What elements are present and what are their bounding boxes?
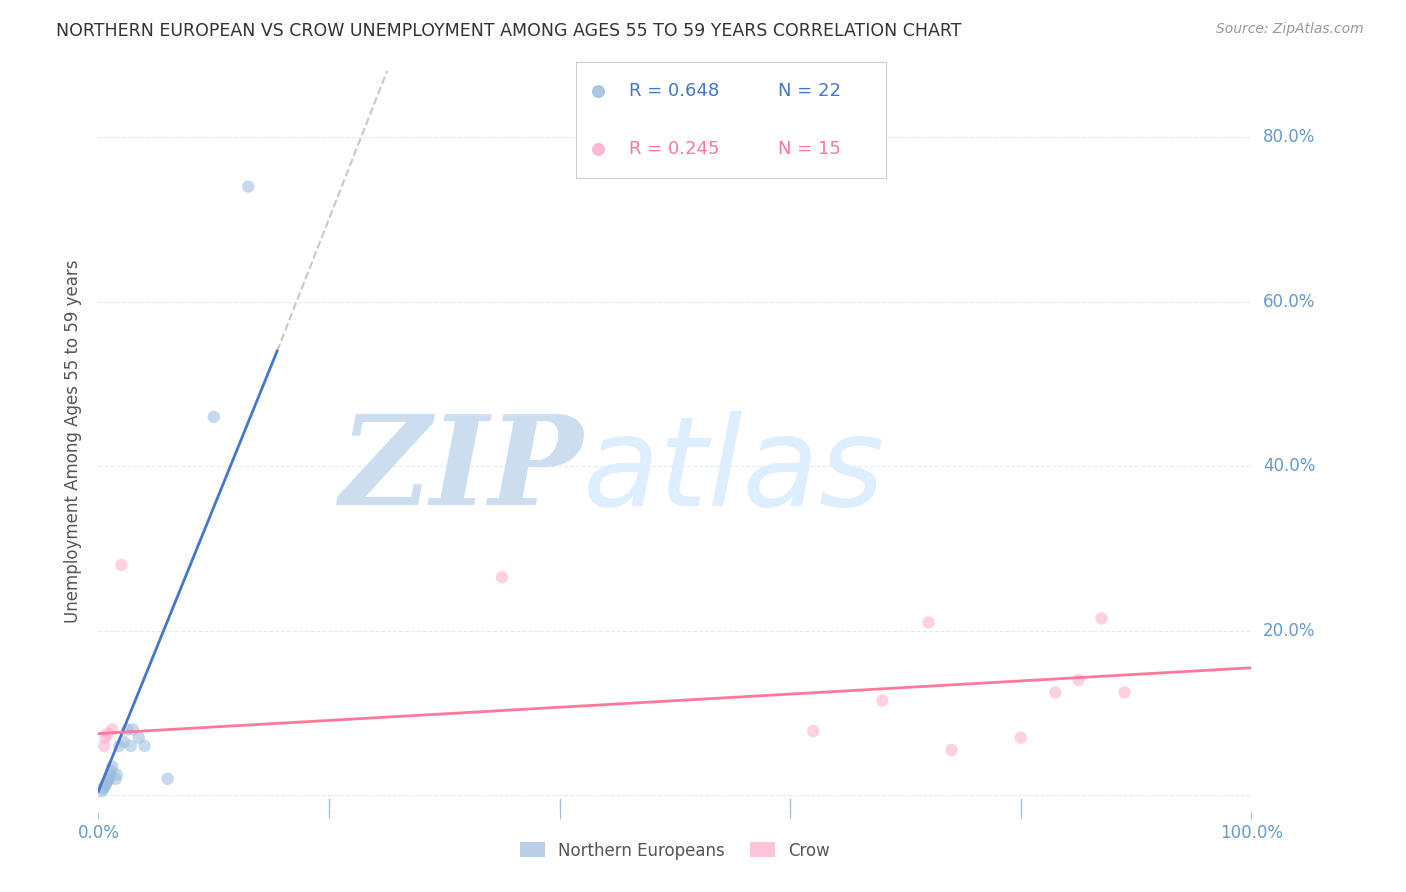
Point: [1045, 685, 1067, 699]
Text: Source: ZipAtlas.com: Source: ZipAtlas.com: [1216, 22, 1364, 37]
Point: [156, 772, 179, 786]
Point: [128, 731, 150, 745]
Point: [104, 772, 127, 786]
Point: [97, 772, 120, 786]
Point: [491, 570, 513, 584]
Point: [108, 739, 131, 753]
Point: [97, 773, 120, 788]
Point: [91, 781, 114, 796]
Point: [94, 778, 117, 792]
Text: 80.0%: 80.0%: [1263, 128, 1315, 146]
Point: [801, 724, 824, 739]
Text: ZIP: ZIP: [339, 410, 582, 532]
Point: [1010, 731, 1032, 745]
Text: 20.0%: 20.0%: [1263, 622, 1316, 640]
Point: [1090, 611, 1112, 625]
Text: 60.0%: 60.0%: [1263, 293, 1315, 310]
Point: [872, 694, 894, 708]
Point: [117, 723, 138, 737]
Point: [110, 558, 132, 572]
Point: [112, 735, 135, 749]
Point: [96, 776, 118, 790]
Text: R = 0.245: R = 0.245: [628, 140, 720, 159]
Text: N = 15: N = 15: [778, 140, 841, 159]
Point: [93, 739, 115, 753]
Point: [941, 743, 963, 757]
Point: [97, 726, 120, 740]
Legend: Northern Europeans, Crow: Northern Europeans, Crow: [513, 835, 837, 866]
Text: N = 22: N = 22: [778, 82, 841, 101]
Point: [917, 615, 939, 630]
Text: NORTHERN EUROPEAN VS CROW UNEMPLOYMENT AMONG AGES 55 TO 59 YEARS CORRELATION CHA: NORTHERN EUROPEAN VS CROW UNEMPLOYMENT A…: [56, 22, 962, 40]
Point: [101, 723, 124, 737]
Point: [94, 731, 117, 745]
Point: [120, 739, 142, 753]
Point: [202, 409, 225, 424]
Text: atlas: atlas: [582, 410, 884, 532]
Point: [586, 84, 609, 98]
Y-axis label: Unemployment Among Ages 55 to 59 years: Unemployment Among Ages 55 to 59 years: [65, 260, 83, 624]
Point: [100, 764, 122, 778]
Text: R = 0.648: R = 0.648: [628, 82, 720, 101]
Point: [1067, 673, 1090, 687]
Point: [93, 780, 115, 794]
Point: [1114, 685, 1136, 699]
Point: [101, 759, 124, 773]
Point: [122, 723, 145, 737]
Point: [90, 784, 112, 798]
Point: [134, 739, 156, 753]
Point: [238, 179, 260, 194]
Point: [105, 767, 128, 781]
Text: 40.0%: 40.0%: [1263, 458, 1315, 475]
Point: [586, 142, 609, 157]
Point: [98, 767, 121, 781]
